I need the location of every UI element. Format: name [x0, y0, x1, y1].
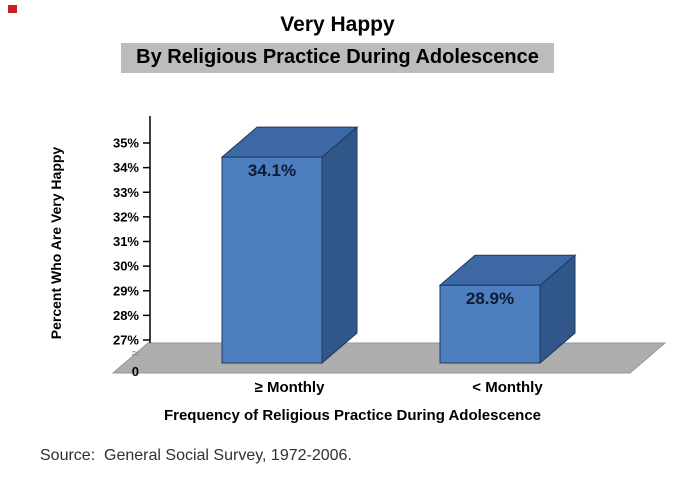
y-zero-label: 0: [132, 364, 139, 379]
x-axis-title: Frequency of Religious Practice During A…: [163, 407, 542, 424]
chart-floor: [111, 342, 667, 374]
y-tick-label: 33%: [113, 185, 139, 200]
y-tick-label: 27%: [113, 333, 139, 348]
chart-subtitle-row: By Religious Practice During Adolescence: [0, 43, 675, 73]
y-tick-label: 28%: [113, 308, 139, 323]
bar-value-label: 28.9%: [466, 289, 514, 308]
y-tick-label: 32%: [113, 209, 139, 224]
y-tick-label: 30%: [113, 259, 139, 274]
chart-title: Very Happy: [280, 13, 395, 36]
bar-front-face: [439, 284, 541, 364]
y-tick-label: 29%: [113, 283, 139, 298]
x-category-label: ≥ Monthly: [255, 379, 326, 396]
y-tick-label: 35%: [113, 136, 139, 151]
bar-value-label: 34.1%: [248, 161, 296, 180]
x-category-label: < Monthly: [472, 379, 543, 396]
source-note: Source: General Social Survey, 1972-2006…: [40, 447, 352, 464]
chart-subtitle: By Religious Practice During Adolescence: [121, 43, 554, 73]
axis-break-icon: ≈: [131, 345, 139, 361]
bar-front-face: [221, 156, 323, 364]
bar-side-face: [321, 126, 358, 365]
red-marker-icon: [8, 5, 17, 13]
y-tick-label: 31%: [113, 234, 139, 249]
y-tick-label: 34%: [113, 160, 139, 175]
